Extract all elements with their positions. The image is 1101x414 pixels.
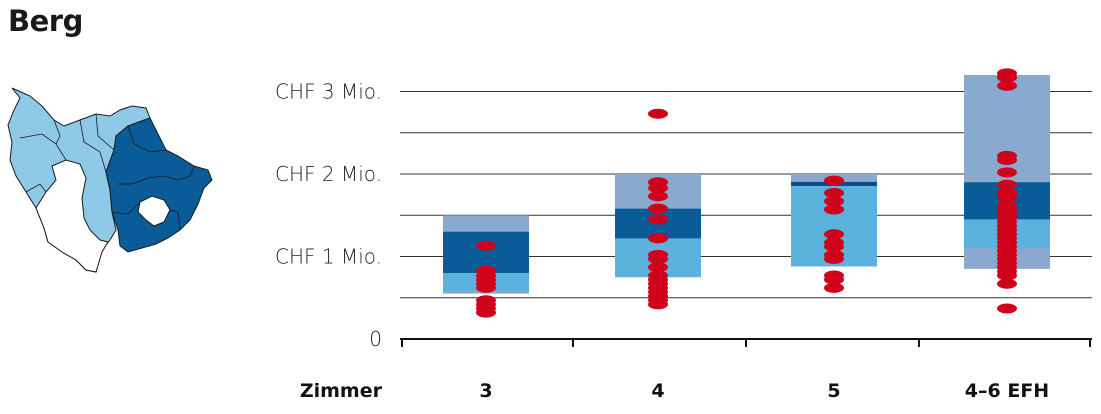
data-point [648, 262, 668, 273]
map-region-dark [105, 117, 213, 253]
data-point [997, 179, 1017, 190]
x-category-label: 5 [827, 380, 840, 402]
map-region-white [35, 159, 109, 273]
data-point [997, 68, 1017, 79]
label-layer: 0 CHF 1 Mio. CHF 2 Mio. CHF 3 Mio. 3 4 5 4–6 EF… [275, 80, 1049, 403]
y-tick-label: 0 [369, 327, 382, 351]
map-lake [137, 195, 171, 227]
data-point [648, 233, 668, 244]
municipality-map-icon [7, 87, 213, 273]
data-point [648, 191, 668, 202]
data-point [997, 167, 1017, 178]
data-point [476, 265, 496, 276]
page-title: Berg [8, 4, 83, 38]
x-category-label: 4–6 EFH [965, 380, 1049, 402]
data-point [824, 270, 844, 281]
data-point [824, 175, 844, 186]
data-point [648, 270, 668, 281]
data-point [824, 282, 844, 293]
x-category-label: 4 [651, 380, 664, 402]
point-layer [476, 68, 1017, 318]
y-tick-label: CHF 1 Mio. [275, 245, 382, 269]
x-category-label: 3 [479, 380, 492, 402]
data-point [648, 108, 668, 119]
box-layer [443, 75, 1050, 294]
data-point [997, 150, 1017, 161]
data-point [476, 295, 496, 306]
data-point [648, 214, 668, 225]
data-point [997, 303, 1017, 314]
data-point [997, 187, 1017, 198]
y-tick-label: CHF 2 Mio. [275, 162, 382, 186]
data-point [824, 187, 844, 198]
data-point [648, 203, 668, 214]
data-point [648, 177, 668, 188]
data-point [824, 237, 844, 248]
data-point [997, 200, 1017, 211]
axis-layer [400, 338, 1092, 347]
data-point [824, 204, 844, 215]
data-point [997, 278, 1017, 289]
data-point [824, 196, 844, 207]
x-axis-title: Zimmer [300, 380, 383, 402]
data-point [824, 229, 844, 240]
data-point [824, 249, 844, 260]
data-point [997, 80, 1017, 91]
map-boundaries [19, 113, 195, 231]
data-point [648, 249, 668, 260]
data-point [476, 240, 496, 251]
y-tick-label: CHF 3 Mio. [275, 80, 382, 104]
